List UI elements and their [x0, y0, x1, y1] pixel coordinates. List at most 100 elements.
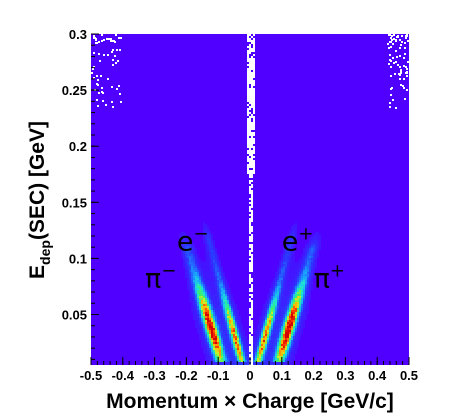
heatmap-cell: [215, 262, 217, 264]
heatmap-cell: [283, 360, 285, 362]
heatmap-cell: [229, 314, 231, 316]
heatmap-cell-empty: [249, 62, 251, 64]
heatmap-cell-empty: [398, 73, 400, 75]
heatmap-cell: [211, 242, 213, 244]
heatmap-cell: [191, 300, 193, 302]
heatmap-cell-empty: [251, 302, 253, 304]
heatmap-cell: [315, 262, 317, 264]
heatmap-cell: [287, 244, 289, 246]
heatmap-cell: [197, 330, 199, 332]
heatmap-cell: [305, 296, 307, 298]
heatmap-cell: [271, 296, 273, 298]
heatmap-cell: [213, 282, 215, 284]
heatmap-cell: [269, 336, 271, 338]
heatmap-cell: [291, 286, 293, 288]
heatmap-cell: [213, 276, 215, 278]
heatmap-cell: [303, 250, 305, 252]
heatmap-cell: [221, 320, 223, 322]
heatmap-cell-empty: [249, 280, 251, 282]
heatmap-cell: [227, 358, 229, 360]
heatmap-cell: [273, 334, 275, 336]
heatmap-cell-empty: [253, 110, 255, 112]
heatmap-cell: [213, 310, 215, 312]
heatmap-cell: [283, 362, 285, 364]
heatmap-cell-empty: [251, 284, 253, 286]
heatmap-cell: [267, 356, 269, 358]
heatmap-cell: [259, 320, 261, 322]
heatmap-cell-empty: [251, 126, 253, 128]
heatmap-cell: [215, 310, 217, 312]
heatmap-cell-empty: [249, 288, 251, 290]
heatmap-cell: [295, 264, 297, 266]
heatmap-cell: [223, 362, 225, 364]
heatmap-cell: [293, 286, 295, 288]
heatmap-cell: [231, 350, 233, 352]
heatmap-cell: [241, 360, 243, 362]
heatmap-cell-empty: [395, 107, 397, 109]
heatmap-cell: [271, 346, 273, 348]
heatmap-cell-empty: [247, 34, 249, 36]
heatmap-cell: [267, 340, 269, 342]
heatmap-cell: [273, 330, 275, 332]
heatmap-cell: [209, 246, 211, 248]
heatmap-cell: [219, 332, 221, 334]
heatmap-cell-empty: [251, 158, 253, 160]
heatmap-cell: [275, 278, 277, 280]
heatmap-cell-empty: [251, 262, 253, 264]
heatmap-cell: [307, 280, 309, 282]
heatmap-cell: [295, 316, 297, 318]
heatmap-cell-empty: [249, 236, 251, 238]
heatmap-cell: [303, 254, 305, 256]
heatmap-cell-empty: [251, 136, 253, 138]
heatmap-cell: [217, 256, 219, 258]
heatmap-cell-empty: [249, 66, 251, 68]
heatmap-cell-empty: [253, 166, 255, 168]
heatmap-cell: [207, 326, 209, 328]
heatmap-cell: [301, 254, 303, 256]
heatmap-cell: [293, 338, 295, 340]
heatmap-cell: [219, 338, 221, 340]
heatmap-cell: [235, 354, 237, 356]
heatmap-cell: [285, 352, 287, 354]
heatmap-cell: [291, 296, 293, 298]
heatmap-cell: [275, 352, 277, 354]
heatmap-cell: [193, 260, 195, 262]
heatmap-cell: [271, 324, 273, 326]
heatmap-cell: [309, 254, 311, 256]
heatmap-cell: [303, 304, 305, 306]
heatmap-cell: [253, 346, 255, 348]
heatmap-cell: [193, 282, 195, 284]
heatmap-cell: [237, 338, 239, 340]
heatmap-cell: [223, 320, 225, 322]
heatmap-cell: [285, 318, 287, 320]
heatmap-cell: [283, 352, 285, 354]
heatmap-cell: [277, 274, 279, 276]
heatmap-cell: [193, 278, 195, 280]
heatmap-cell: [205, 348, 207, 350]
heatmap-cell: [291, 246, 293, 248]
heatmap-cell: [273, 308, 275, 310]
heatmap-cell: [257, 362, 259, 364]
heatmap-cell: [289, 360, 291, 362]
heatmap-cell: [227, 290, 229, 292]
heatmap-cell-empty: [251, 192, 253, 194]
heatmap-cell-empty: [251, 316, 253, 318]
heatmap-cell: [235, 324, 237, 326]
heatmap-cell: [291, 314, 293, 316]
heatmap-cell: [269, 330, 271, 332]
heatmap-cell: [261, 348, 263, 350]
heatmap-cell: [209, 240, 211, 242]
x-tick-label: -0.5: [80, 368, 102, 383]
heatmap-cell: [271, 340, 273, 342]
heatmap-cell: [285, 288, 287, 290]
heatmap-cell-empty: [251, 304, 253, 306]
heatmap-cell-empty: [93, 66, 95, 68]
heatmap-cell: [225, 362, 227, 364]
heatmap-cell: [293, 264, 295, 266]
heatmap-cell: [233, 334, 235, 336]
heatmap-cell: [193, 290, 195, 292]
heatmap-cell: [223, 298, 225, 300]
heatmap-cell: [257, 348, 259, 350]
heatmap-cell: [313, 248, 315, 250]
heatmap-cell: [195, 256, 197, 258]
